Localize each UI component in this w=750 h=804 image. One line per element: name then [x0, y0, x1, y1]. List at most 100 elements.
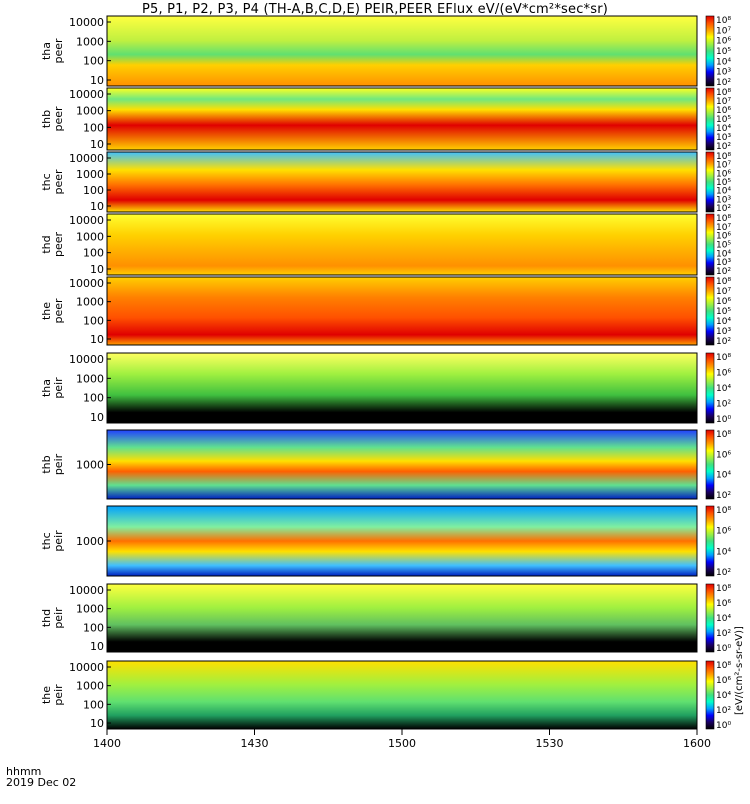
colorbar-tick-label: 10⁷ — [716, 161, 731, 171]
figure-title: P5, P1, P2, P3, P4 (TH-A,B,C,D,E) PEIR,P… — [141, 2, 609, 17]
colorbar-tick-label: 10⁴ — [716, 249, 731, 259]
colorbar-tick-label: 10⁷ — [716, 223, 731, 233]
panel-ylabel: thapeir — [40, 377, 65, 399]
colorbar-tick-label: 10⁴ — [716, 691, 731, 701]
y-tick-label: 1000 — [76, 296, 104, 309]
panel-ylabel: thdpeir — [40, 607, 65, 629]
y-tick-label: 10000 — [69, 584, 104, 597]
colorbar-tick-label: 10² — [716, 400, 731, 410]
colorbar-tick-label: 10³ — [716, 133, 731, 143]
colorbar — [705, 151, 715, 213]
colorbar-tick-label: 10² — [716, 568, 731, 578]
colorbar-tick-label: 10⁶ — [716, 599, 731, 609]
panel-frame — [106, 276, 698, 346]
colorbar-tick-label: 10² — [716, 337, 731, 347]
panel-ylabel: thbpeer — [40, 106, 65, 132]
y-tick-label: 1000 — [76, 535, 104, 548]
y-tick-label: 10000 — [69, 88, 104, 101]
colorbar-tick-label: 10⁸ — [716, 584, 731, 594]
colorbar — [705, 583, 715, 653]
colorbar-tick-label: 10⁴ — [716, 124, 731, 134]
y-tick-label: 1000 — [76, 680, 104, 693]
spectrogram-image — [107, 353, 697, 423]
colorbar-tick-label: 10⁸ — [716, 430, 731, 440]
y-tick-label: 10000 — [69, 16, 104, 29]
colorbar-tick-label: 10³ — [716, 68, 731, 78]
colorbar-tick-label: 10⁶ — [716, 232, 731, 242]
y-tick-label: 10000 — [69, 277, 104, 290]
colorbar-tick-label: 10⁸ — [716, 277, 731, 287]
spectrogram-image — [107, 584, 697, 652]
spectrogram-image — [107, 214, 697, 275]
colorbar-tick-label: 10³ — [716, 195, 731, 205]
colorbar-tick-label: 10⁸ — [716, 16, 731, 26]
x-tick-label: 1530 — [536, 737, 564, 750]
colorbar — [705, 15, 715, 87]
colorbar-tick-label: 10⁸ — [716, 661, 731, 671]
colorbar-tick-label: 10⁶ — [716, 37, 731, 47]
panel-frame — [106, 87, 698, 151]
y-tick-label: 100 — [83, 184, 104, 197]
colorbar-tick-label: 10⁰ — [716, 721, 731, 731]
panel-ylabel: thdpeer — [40, 232, 65, 258]
spectrogram-panel-peir-thb: thbpeir 1000 10⁸ 10⁶ 10⁴ 10² — [40, 429, 731, 501]
panel-frame — [106, 15, 698, 87]
colorbar-tick-label: 10⁴ — [716, 547, 731, 557]
y-tick-label: 10 — [90, 138, 104, 151]
colorbar-tick-label: 10² — [716, 142, 731, 152]
colorbar-tick-label: 10² — [716, 267, 731, 277]
x-tick-label: 1400 — [93, 737, 121, 750]
y-tick-label: 10 — [90, 200, 104, 213]
x-tick-label: 1500 — [388, 737, 416, 750]
y-tick-label: 10000 — [69, 353, 104, 366]
spectrogram-image — [107, 277, 697, 345]
colorbar — [705, 276, 715, 346]
colorbar — [705, 429, 715, 500]
colorbar-tick-label: 10² — [716, 706, 731, 716]
y-tick-label: 100 — [83, 392, 104, 405]
colorbar-tick-label: 10⁶ — [716, 527, 731, 537]
y-tick-label: 100 — [83, 698, 104, 711]
colorbar-tick-label: 10⁰ — [716, 415, 731, 425]
colorbar-units-label: [eV/(cm²-s-sr-eV)] — [734, 626, 745, 715]
spectrogram-panel-peer-tha: thapeer 10000 1000 100 10 10⁸10⁷10⁶10⁵10⁴10³1… — [40, 15, 731, 88]
panel-frame — [106, 583, 698, 653]
y-tick-label: 1000 — [76, 603, 104, 616]
panel-ylabel: thbpeir — [40, 453, 65, 475]
colorbar-tick-label: 10³ — [716, 327, 731, 337]
spectrogram-image — [107, 430, 697, 499]
colorbar-tick-label: 10⁴ — [716, 471, 731, 481]
panel-frame — [106, 151, 698, 213]
colorbar-tick-label: 10⁵ — [716, 47, 731, 57]
panel-frame — [106, 352, 698, 424]
colorbar-tick-label: 10² — [716, 491, 731, 501]
colorbar — [705, 87, 715, 151]
colorbar-tick-label: 10⁶ — [716, 676, 731, 686]
spectrogram-panel-peir-the: thepeir 10000 1000 100 10 10⁸ 10⁶ 10⁴ 10² 10⁰ — [40, 660, 731, 731]
y-tick-label: 10 — [90, 640, 104, 653]
colorbar-tick-label: 10⁵ — [716, 241, 731, 251]
y-tick-label: 10000 — [69, 152, 104, 165]
y-tick-label: 100 — [83, 55, 104, 68]
y-tick-label: 100 — [83, 121, 104, 134]
colorbar — [705, 660, 715, 730]
colorbar-tick-label: 10⁶ — [716, 169, 731, 179]
y-tick-label: 10000 — [69, 214, 104, 227]
y-tick-label: 1000 — [76, 230, 104, 243]
colorbar-tick-label: 10⁰ — [716, 644, 731, 654]
x-tick-label: 1600 — [683, 737, 711, 750]
colorbar — [705, 505, 715, 577]
colorbar-tick-label: 10⁸ — [716, 88, 731, 98]
y-tick-label: 100 — [83, 314, 104, 327]
x-tick-label: 1430 — [241, 737, 269, 750]
colorbar-tick-label: 10⁷ — [716, 287, 731, 297]
colorbar-tick-label: 10⁶ — [716, 450, 731, 460]
colorbar-tick-label: 10⁴ — [716, 614, 731, 624]
colorbar-tick-label: 10⁴ — [716, 384, 731, 394]
y-tick-label: 100 — [83, 621, 104, 634]
y-tick-label: 10000 — [69, 661, 104, 674]
y-tick-label: 10 — [90, 717, 104, 730]
panel-ylabel: thepeir — [40, 684, 65, 706]
colorbar-tick-label: 10⁷ — [716, 26, 731, 36]
